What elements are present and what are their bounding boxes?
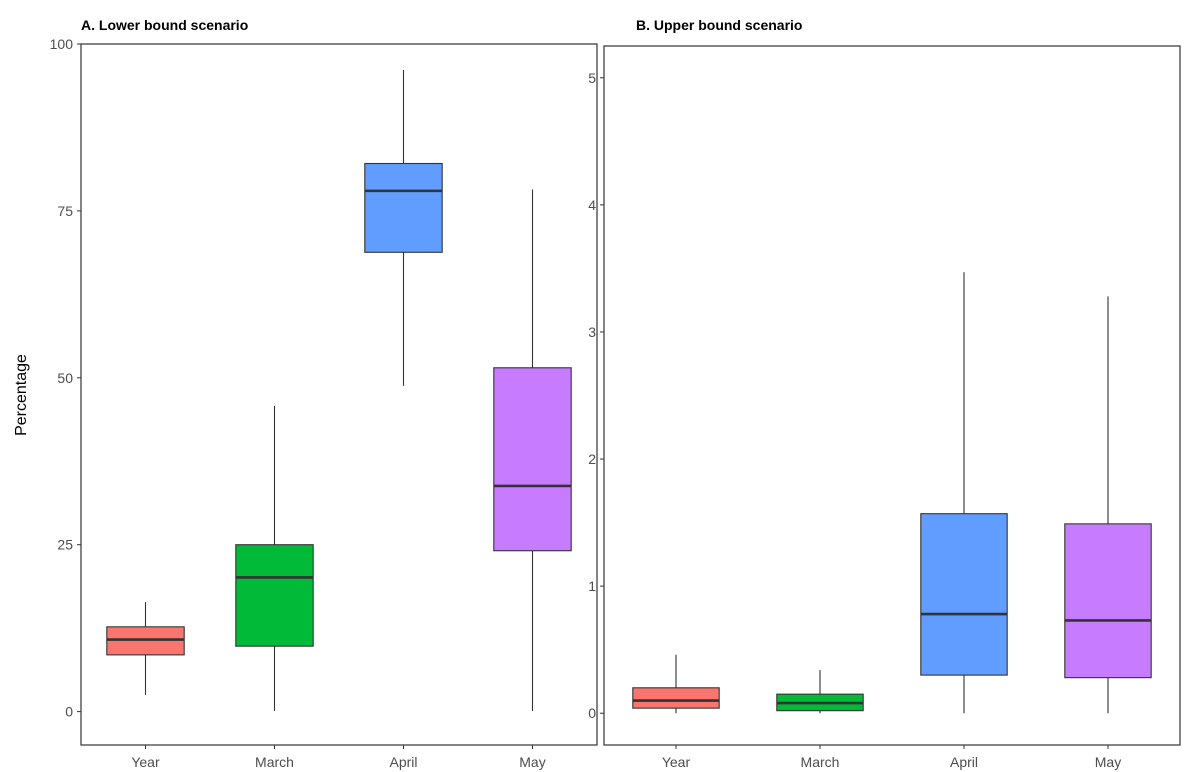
y-tick-label: 50 xyxy=(57,370,73,386)
box-april xyxy=(364,70,443,386)
iqr-box xyxy=(920,513,1008,676)
y-tick-label: 0 xyxy=(588,705,596,721)
x-tick-label: Year xyxy=(662,754,691,770)
box-year xyxy=(632,654,720,714)
iqr-box xyxy=(235,544,314,647)
iqr-box xyxy=(493,367,572,552)
x-tick-label: April xyxy=(950,754,978,770)
panel-border xyxy=(603,45,1181,746)
panel-border xyxy=(80,43,598,746)
y-tick-label: 1 xyxy=(588,578,596,594)
y-tick-label: 100 xyxy=(50,36,74,52)
x-tick-label: April xyxy=(389,754,417,770)
y-tick-label: 2 xyxy=(588,451,596,467)
box-may xyxy=(1064,296,1152,714)
y-tick-label: 25 xyxy=(57,537,73,553)
box-march xyxy=(235,405,314,711)
box-may xyxy=(493,189,572,711)
y-axis-title: Percentage xyxy=(13,354,30,436)
x-tick-label: March xyxy=(255,754,294,770)
y-tick-label: 5 xyxy=(588,70,596,86)
iqr-box xyxy=(632,687,720,709)
box-year xyxy=(106,602,185,695)
panel-title: B. Upper bound scenario xyxy=(636,17,802,33)
box-april xyxy=(920,272,1008,714)
y-tick-label: 0 xyxy=(65,704,73,720)
panel-title: A. Lower bound scenario xyxy=(81,17,248,33)
panel-upper-bound: B. Upper bound scenario 0 1 2 3 4 5 Year March Ap… xyxy=(588,17,1181,770)
y-tick-label: 3 xyxy=(588,324,596,340)
x-tick-label: Year xyxy=(131,754,160,770)
x-tick-label: May xyxy=(519,754,545,770)
y-tick-label: 4 xyxy=(588,197,596,213)
iqr-box xyxy=(364,162,443,253)
iqr-box xyxy=(1064,523,1152,679)
x-tick-label: May xyxy=(1095,754,1121,770)
iqr-box xyxy=(106,626,185,656)
y-tick-label: 75 xyxy=(57,203,73,219)
box-march xyxy=(776,670,864,714)
x-tick-label: March xyxy=(801,754,840,770)
